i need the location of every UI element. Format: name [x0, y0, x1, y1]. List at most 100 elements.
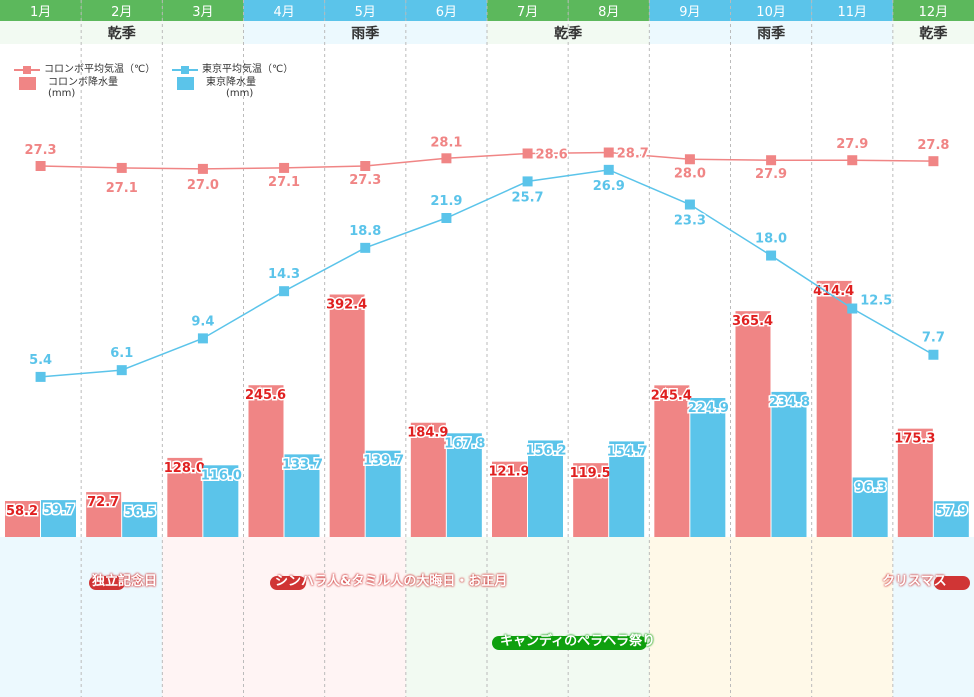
line-tokyo-temp — [40, 169, 934, 378]
month-bg-bottom — [324, 537, 406, 697]
point-tokyo-temp — [603, 164, 614, 175]
season-label: 雨季 — [351, 25, 379, 42]
bar-colombo-rain — [492, 461, 527, 537]
season-label: 乾季 — [554, 25, 582, 42]
legend-colombo: コロンボ平均気温（℃） コロンボ降水量 (mm) — [14, 64, 155, 99]
point-tokyo-temp — [847, 303, 858, 314]
legend-colombo-temp: コロンボ平均気温（℃） — [44, 64, 156, 75]
point-colombo-temp — [441, 153, 452, 164]
bar-label-tokyo: 56.5 — [124, 505, 156, 520]
season-cell — [324, 21, 406, 44]
bar-label-tokyo: 57.9 — [936, 504, 968, 519]
point-tokyo-temp — [928, 349, 939, 360]
month-header-cell — [811, 0, 893, 21]
bar-colombo-rain — [5, 501, 40, 537]
bar-label-colombo: 175.3 — [894, 432, 935, 447]
bar-colombo-rain — [329, 294, 365, 537]
legend-line-tokyo-icon — [172, 65, 198, 74]
season-cell — [243, 21, 325, 44]
bar-label-colombo: 184.9 — [407, 426, 448, 441]
month-bg-bottom — [243, 537, 325, 697]
month-bg-bottom — [162, 537, 244, 697]
point-colombo-temp — [766, 155, 777, 166]
bar-tokyo-rain — [609, 441, 645, 537]
bar-label-tokyo: 234.8 — [769, 395, 810, 410]
bar-label-tokyo: 167.8 — [444, 436, 485, 451]
point-label-tokyo: 25.7 — [512, 190, 544, 205]
event-independence: 独立記念日 — [89, 570, 157, 590]
bar-label-tokyo: 154.7 — [607, 444, 648, 459]
point-label-colombo: 27.8 — [917, 138, 949, 153]
season-cell — [81, 21, 163, 44]
point-colombo-temp — [279, 162, 290, 173]
bar-label-tokyo: 156.2 — [525, 443, 566, 458]
month-label: 9月 — [679, 5, 700, 20]
event-christmas: クリスマス — [882, 570, 970, 590]
point-colombo-temp — [684, 154, 695, 165]
legend-line-colombo-icon — [14, 65, 40, 74]
legend-tokyo-rain: 東京降水量 — [206, 77, 256, 88]
point-label-colombo: 27.9 — [836, 137, 868, 152]
month-label: 6月 — [436, 5, 457, 20]
point-tokyo-temp — [116, 365, 127, 376]
line-colombo-temp — [40, 151, 934, 170]
bar-tokyo-rain — [122, 502, 158, 537]
bar-colombo-rain — [897, 428, 933, 537]
bar-tokyo-rain — [933, 501, 969, 537]
bar-label-colombo: 245.6 — [245, 388, 286, 403]
point-tokyo-temp — [766, 250, 777, 261]
bar-tokyo-rain — [446, 433, 482, 537]
bar-label-colombo: 121.9 — [488, 465, 529, 480]
month-label: 3月 — [192, 5, 213, 20]
bar-tokyo-rain — [852, 477, 888, 537]
season-cell — [162, 21, 244, 44]
season-label: 乾季 — [919, 25, 947, 42]
month-bg-bottom — [649, 537, 731, 697]
month-bg-bottom — [487, 537, 569, 697]
point-label-colombo: 28.1 — [430, 135, 462, 150]
bar-tokyo-rain — [203, 465, 239, 537]
legend-colombo-rain-unit: (mm) — [48, 88, 76, 99]
legend-bar-colombo-icon — [19, 77, 36, 90]
point-label-colombo: 28.0 — [674, 166, 706, 181]
season-label: 乾季 — [108, 25, 136, 42]
point-colombo-temp — [522, 148, 533, 159]
month-header-cell — [487, 0, 569, 21]
point-tokyo-temp — [279, 286, 290, 297]
point-label-colombo: 27.3 — [349, 173, 381, 188]
month-bg-bottom — [811, 537, 893, 697]
bar-tokyo-rain — [365, 450, 401, 537]
point-label-tokyo: 14.3 — [268, 267, 300, 282]
month-header-cell — [730, 0, 812, 21]
bar-colombo-rain — [735, 311, 771, 537]
month-bg-bottom — [730, 537, 812, 697]
month-bg-bottom — [0, 537, 82, 697]
bar-label-colombo: 414.4 — [813, 284, 854, 299]
bar-label-tokyo: 224.9 — [688, 401, 729, 416]
point-colombo-temp — [197, 163, 208, 174]
bar-label-colombo: 128.0 — [164, 461, 205, 476]
month-label: 11月 — [837, 5, 867, 20]
bar-tokyo-rain — [771, 391, 807, 537]
bar-colombo-rain — [248, 385, 284, 537]
point-colombo-temp — [847, 155, 858, 166]
bar-colombo-rain — [410, 422, 446, 537]
season-cell — [892, 21, 974, 44]
month-bg-bottom — [892, 537, 974, 697]
point-label-tokyo: 12.5 — [860, 294, 892, 309]
bar-label-colombo: 58.2 — [6, 504, 38, 519]
bar-label-tokyo: 133.7 — [282, 457, 323, 472]
point-label-tokyo: 23.3 — [674, 214, 706, 229]
month-label: 1月 — [30, 5, 51, 20]
point-label-colombo: 27.0 — [187, 178, 219, 193]
point-label-colombo: 27.1 — [106, 181, 138, 196]
point-label-tokyo: 7.7 — [922, 331, 945, 346]
month-header-cell — [405, 0, 487, 21]
point-label-tokyo: 5.4 — [29, 353, 52, 368]
bar-colombo-rain — [816, 280, 852, 537]
point-label-tokyo: 21.9 — [430, 194, 462, 209]
month-header-cell — [243, 0, 325, 21]
legend-colombo-rain: コロンボ降水量 — [48, 77, 118, 88]
point-tokyo-temp — [684, 199, 695, 210]
